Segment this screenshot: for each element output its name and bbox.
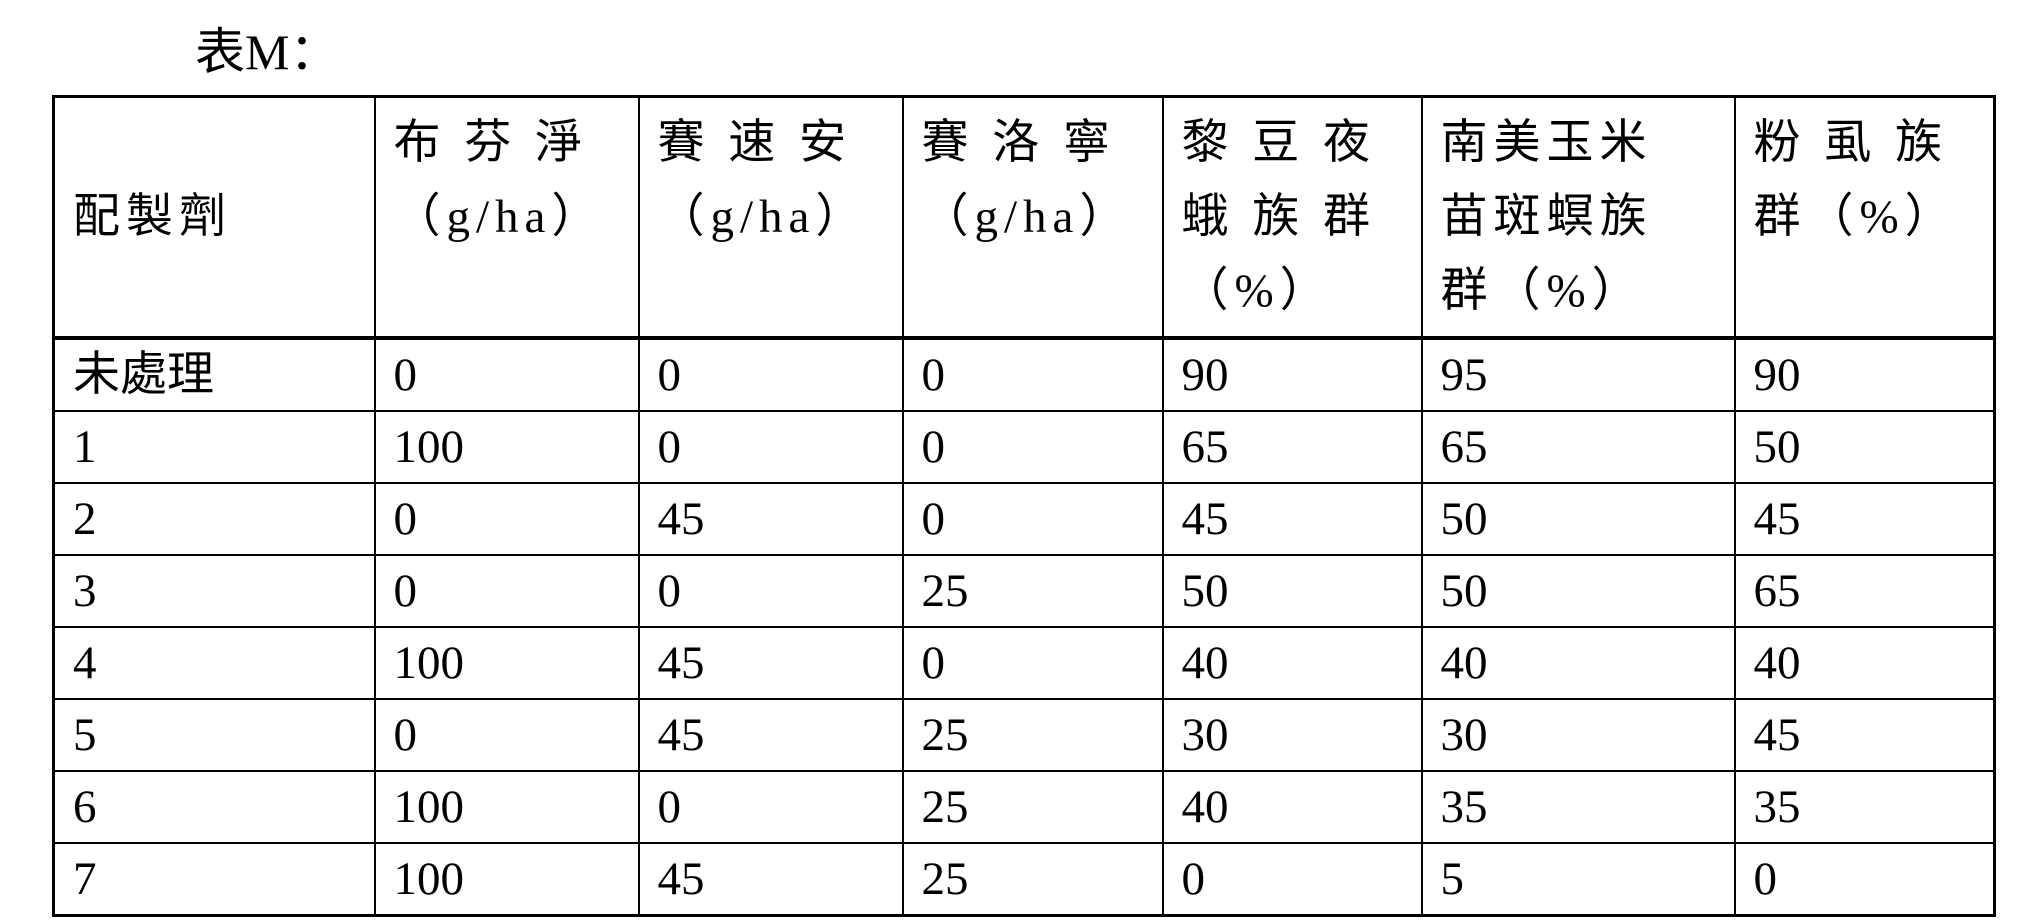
table-cell: 65 bbox=[1422, 411, 1735, 483]
table-cell: 4 bbox=[54, 627, 375, 699]
table-cell: 25 bbox=[903, 771, 1163, 843]
table-cell: 65 bbox=[1735, 555, 1995, 627]
table-cell: 100 bbox=[375, 771, 639, 843]
header-line: 南美玉米 bbox=[1441, 106, 1734, 180]
table-cell: 45 bbox=[1163, 483, 1422, 555]
column-header: 配製劑 bbox=[54, 97, 375, 339]
table-cell: 35 bbox=[1422, 771, 1735, 843]
table-cell: 25 bbox=[903, 843, 1163, 916]
table-cell: 0 bbox=[903, 627, 1163, 699]
table-cell: 45 bbox=[639, 627, 903, 699]
header-line: （%） bbox=[1182, 254, 1421, 328]
table-cell: 40 bbox=[1422, 627, 1735, 699]
table-cell: 7 bbox=[54, 843, 375, 916]
table-row: 4100450404040 bbox=[54, 627, 1995, 699]
table-cell: 0 bbox=[1735, 843, 1995, 916]
table-cell: 5 bbox=[1422, 843, 1735, 916]
header-line: 配製劑 bbox=[73, 180, 374, 254]
table-cell: 0 bbox=[375, 338, 639, 411]
table-cell: 45 bbox=[639, 483, 903, 555]
table-cell: 45 bbox=[639, 843, 903, 916]
table-cell: 25 bbox=[903, 699, 1163, 771]
header-line: （g/ha） bbox=[922, 180, 1162, 254]
table-cell: 5 bbox=[54, 699, 375, 771]
table-cell: 30 bbox=[1163, 699, 1422, 771]
table-cell: 0 bbox=[639, 338, 903, 411]
table-cell: 0 bbox=[639, 555, 903, 627]
header-line: （g/ha） bbox=[658, 180, 902, 254]
table-cell: 40 bbox=[1735, 627, 1995, 699]
table-row: 30025505065 bbox=[54, 555, 1995, 627]
table-cell: 0 bbox=[639, 771, 903, 843]
table-cell: 45 bbox=[1735, 483, 1995, 555]
table-cell: 35 bbox=[1735, 771, 1995, 843]
header-line: 布 芬 淨 bbox=[394, 106, 638, 180]
table-cell: 100 bbox=[375, 411, 639, 483]
table-cell: 95 bbox=[1422, 338, 1735, 411]
table-cell: 2 bbox=[54, 483, 375, 555]
column-header: 賽 速 安（g/ha） bbox=[639, 97, 903, 339]
data-table: 配製劑布 芬 淨（g/ha）賽 速 安（g/ha）賽 洛 寧（g/ha）黎 豆 … bbox=[52, 95, 1996, 917]
table-cell: 0 bbox=[903, 483, 1163, 555]
table-cell: 50 bbox=[1422, 483, 1735, 555]
header-line: 賽 洛 寧 bbox=[922, 106, 1162, 180]
table-row: 110000656550 bbox=[54, 411, 1995, 483]
table-row: 71004525050 bbox=[54, 843, 1995, 916]
header-line: 蛾 族 群 bbox=[1182, 180, 1421, 254]
table-cell: 100 bbox=[375, 627, 639, 699]
table-cell: 65 bbox=[1163, 411, 1422, 483]
header-line: 群（%） bbox=[1441, 254, 1734, 328]
table-cell: 30 bbox=[1422, 699, 1735, 771]
table-row: 20450455045 bbox=[54, 483, 1995, 555]
table-row: 未處理000909590 bbox=[54, 338, 1995, 411]
table-cell: 90 bbox=[1735, 338, 1995, 411]
header-line: 群（%） bbox=[1754, 180, 1994, 254]
column-header: 南美玉米苗斑螟族群（%） bbox=[1422, 97, 1735, 339]
header-line: 苗斑螟族 bbox=[1441, 180, 1734, 254]
column-header: 賽 洛 寧（g/ha） bbox=[903, 97, 1163, 339]
table-cell: 3 bbox=[54, 555, 375, 627]
table-cell: 6 bbox=[54, 771, 375, 843]
table-caption: 表M： bbox=[195, 22, 339, 82]
table-cell: 50 bbox=[1422, 555, 1735, 627]
table-row: 504525303045 bbox=[54, 699, 1995, 771]
table-cell: 未處理 bbox=[54, 338, 375, 411]
table-cell: 0 bbox=[1163, 843, 1422, 916]
header-line: 黎 豆 夜 bbox=[1182, 106, 1421, 180]
table-cell: 45 bbox=[639, 699, 903, 771]
table-cell: 90 bbox=[1163, 338, 1422, 411]
table-row: 6100025403535 bbox=[54, 771, 1995, 843]
table-cell: 0 bbox=[375, 555, 639, 627]
table-cell: 0 bbox=[903, 338, 1163, 411]
table-cell: 100 bbox=[375, 843, 639, 916]
table-cell: 0 bbox=[375, 483, 639, 555]
table-cell: 0 bbox=[639, 411, 903, 483]
table-cell: 50 bbox=[1163, 555, 1422, 627]
column-header: 布 芬 淨（g/ha） bbox=[375, 97, 639, 339]
header-line: 粉 虱 族 bbox=[1754, 106, 1994, 180]
header-line: 賽 速 安 bbox=[658, 106, 902, 180]
header-row: 配製劑布 芬 淨（g/ha）賽 速 安（g/ha）賽 洛 寧（g/ha）黎 豆 … bbox=[54, 97, 1995, 339]
header-line: （g/ha） bbox=[394, 180, 638, 254]
table-cell: 45 bbox=[1735, 699, 1995, 771]
table-cell: 1 bbox=[54, 411, 375, 483]
column-header: 黎 豆 夜蛾 族 群（%） bbox=[1163, 97, 1422, 339]
table-cell: 40 bbox=[1163, 627, 1422, 699]
column-header: 粉 虱 族群（%） bbox=[1735, 97, 1995, 339]
table-cell: 25 bbox=[903, 555, 1163, 627]
table-cell: 40 bbox=[1163, 771, 1422, 843]
table-cell: 0 bbox=[903, 411, 1163, 483]
table-cell: 50 bbox=[1735, 411, 1995, 483]
table-cell: 0 bbox=[375, 699, 639, 771]
